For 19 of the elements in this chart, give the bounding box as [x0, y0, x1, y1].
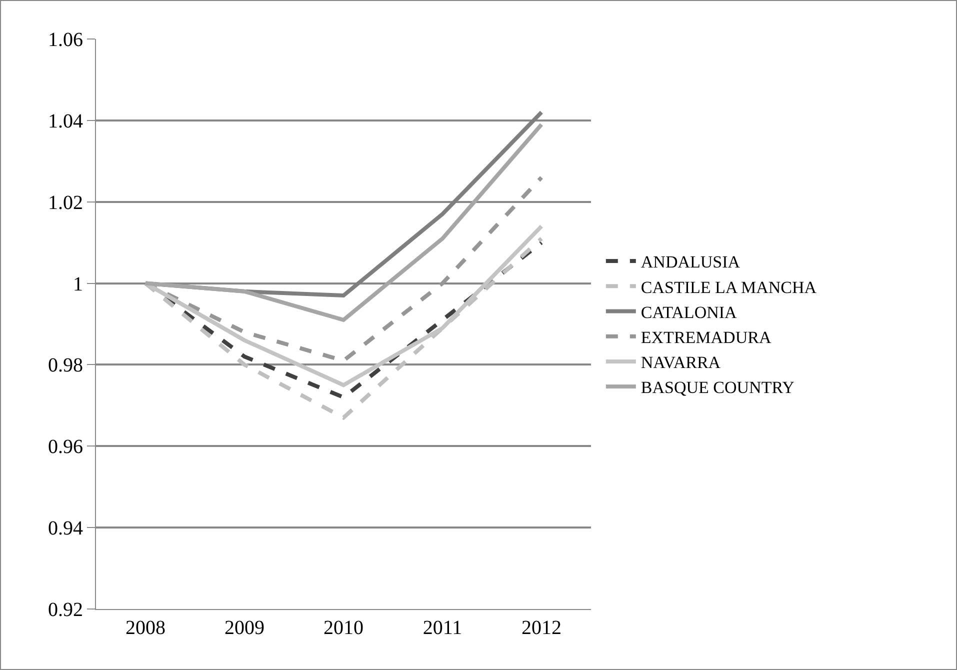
- x-tick-label: 2010: [324, 617, 364, 639]
- y-tick-label: 1.02: [48, 192, 83, 214]
- x-tick-label: 2009: [224, 617, 264, 639]
- y-tick-label: 0.92: [48, 599, 83, 621]
- x-tick-label: 2008: [126, 617, 166, 639]
- legend-label: EXTREMADURA: [640, 328, 772, 347]
- y-tick-label: 0.98: [48, 354, 83, 377]
- y-tick-label: 1: [73, 273, 83, 296]
- y-tick-label: 0.96: [48, 436, 83, 458]
- x-tick-label: 2012: [522, 617, 562, 639]
- y-tick-label: 1.06: [48, 29, 83, 51]
- legend-label: BASQUE COUNTRY: [640, 378, 794, 398]
- x-tick-label: 2011: [422, 617, 462, 639]
- legend-label: ANDALUSIA: [640, 252, 741, 272]
- legend-label: NAVARRA: [640, 353, 722, 372]
- y-tick-label: 0.94: [48, 518, 83, 540]
- y-tick-label: 1.04: [48, 110, 83, 132]
- legend-label: CATALONIA: [640, 302, 738, 322]
- legend-label: CASTILE LA MANCHA: [640, 278, 818, 297]
